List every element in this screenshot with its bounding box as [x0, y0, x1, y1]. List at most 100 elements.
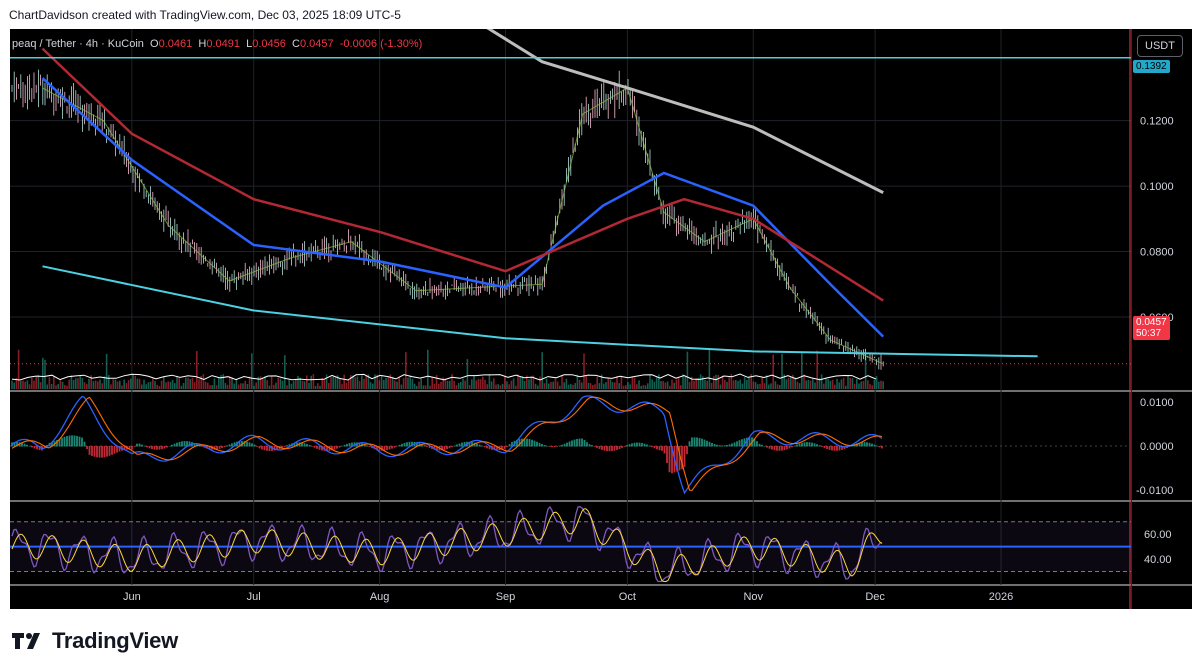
macd-histogram-bar — [708, 441, 711, 447]
rsi-line — [11, 505, 883, 583]
macd-histogram-bar — [116, 446, 118, 453]
macd-histogram-bar — [181, 441, 183, 447]
volume-bar — [565, 378, 568, 389]
macd-histogram-bar — [796, 444, 798, 447]
symbol-label[interactable]: peaq / Tether · 4h · KuCoin — [12, 38, 144, 50]
volume-bar — [479, 379, 482, 389]
macd-histogram-bar — [346, 443, 348, 447]
volume-bar — [528, 379, 530, 389]
volume-bar — [682, 374, 684, 389]
volume-bar — [554, 378, 557, 389]
macd-histogram-bar — [681, 446, 683, 470]
macd-histogram-bar — [546, 445, 548, 447]
macd-histogram-bar — [836, 446, 838, 451]
volume-bar — [493, 378, 495, 389]
volume-bar — [72, 380, 75, 389]
volume-bar — [231, 377, 233, 389]
macd-histogram-bar — [683, 446, 686, 467]
volume-bar — [235, 379, 238, 389]
macd-histogram-bar — [676, 446, 678, 472]
volume-bar — [143, 379, 145, 389]
macd-histogram-bar — [216, 446, 218, 450]
macd-histogram-bar — [21, 442, 23, 447]
macd-histogram-bar — [146, 446, 148, 448]
macd-histogram-bar — [486, 446, 488, 449]
volume-bar — [187, 377, 189, 389]
chart-area[interactable]: Jun Jul Aug Sep Oct Nov Dec 2026 — [10, 29, 1131, 609]
volume-bar — [165, 382, 167, 389]
macd-histogram-bar — [861, 442, 863, 447]
volume-bar — [761, 376, 763, 389]
macd-histogram-bar — [623, 446, 626, 447]
macd-histogram-bar — [653, 446, 656, 449]
macd-histogram-bar — [76, 435, 78, 447]
macd-histogram-bar — [131, 446, 133, 450]
macd-histogram-bar — [71, 435, 73, 447]
macd-histogram-bar — [208, 446, 211, 450]
volume-bar — [39, 382, 42, 389]
macd-histogram-bar — [551, 446, 553, 448]
volume-bar — [70, 375, 73, 389]
macd-histogram-bar — [563, 443, 566, 447]
volume-bar — [570, 384, 572, 389]
low-value: 0.0456 — [252, 38, 286, 50]
macd-histogram-bar — [248, 442, 251, 447]
volume-bar — [625, 385, 627, 389]
ma-line-4 — [42, 265, 1038, 358]
volume-bar — [259, 376, 262, 389]
volume-bar — [215, 385, 218, 389]
macd-histogram-bar — [478, 444, 481, 447]
macd-histogram-bar — [526, 438, 528, 447]
volume-bar — [704, 379, 706, 389]
macd-histogram-bar — [611, 446, 613, 452]
volume-bar — [343, 374, 345, 389]
volume-bar — [176, 375, 178, 389]
volume-bar — [713, 376, 715, 389]
macd-histogram-bar — [201, 446, 203, 447]
macd-histogram-bar — [288, 444, 291, 447]
macd-histogram-bar — [223, 446, 226, 448]
volume-bar — [785, 379, 788, 389]
macd-histogram-bar — [538, 442, 541, 447]
volume-bar — [112, 379, 114, 389]
macd-histogram-bar — [768, 446, 771, 449]
quote-currency-button[interactable]: USDT — [1137, 35, 1183, 57]
macd-histogram-bar — [528, 439, 531, 447]
volume-bar — [853, 383, 856, 389]
macd-histogram-bar — [371, 446, 373, 449]
macd-histogram-bar — [96, 446, 98, 458]
high-label: H — [198, 38, 207, 50]
volume-bar — [862, 381, 865, 389]
tradingview-logo[interactable]: TradingView — [12, 628, 178, 654]
volume-bar — [352, 375, 354, 389]
macd-histogram-bar — [401, 443, 403, 447]
volume-bar — [288, 379, 290, 389]
tradingview-logo-text: TradingView — [52, 628, 178, 653]
volume-bar — [11, 380, 13, 389]
macd-histogram-bar — [318, 446, 321, 450]
volume-bar — [671, 379, 673, 389]
volume-bar — [310, 375, 312, 389]
volume-bar — [669, 385, 671, 389]
volume-bar — [376, 374, 378, 389]
volume-bar — [684, 376, 686, 389]
volume-bar — [750, 374, 752, 389]
volume-bar — [380, 375, 383, 389]
macd-histogram-bar — [251, 443, 253, 447]
macd-histogram-bar — [748, 437, 751, 447]
volume-bar — [427, 349, 429, 389]
macd-histogram-bar — [578, 438, 581, 447]
price-tick-label: 0.0800 — [1140, 247, 1174, 259]
time-tick-label: Oct — [619, 591, 636, 603]
macd-histogram-bar — [261, 446, 263, 450]
volume-bar — [290, 383, 293, 389]
macd-histogram-bar — [113, 446, 116, 454]
macd-histogram-bar — [791, 446, 793, 448]
volume-bar — [842, 377, 845, 389]
macd-histogram-bar — [301, 442, 303, 447]
price-chart-svg[interactable]: Jun Jul Aug Sep Oct Nov Dec 2026 — [10, 29, 1131, 609]
volume-bar — [699, 374, 702, 389]
volume-bar — [537, 385, 539, 389]
volume-bar — [539, 376, 541, 389]
macd-histogram-bar — [453, 445, 456, 447]
